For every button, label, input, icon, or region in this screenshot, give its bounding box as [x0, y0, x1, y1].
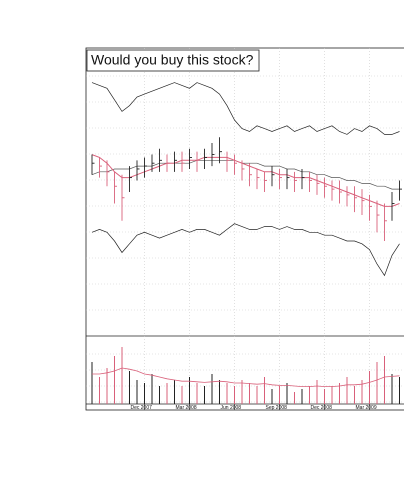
title-box [86, 49, 260, 72]
x-tick-label: Mar 2009 [356, 405, 377, 411]
chart-title: Would you buy this stock? [91, 52, 254, 68]
x-tick-label: Dec 2008 [311, 405, 333, 411]
x-tick-label: Sep 2008 [266, 405, 288, 411]
overlay-line [91, 223, 400, 277]
x-tick-label: Dec 2007 [131, 405, 153, 411]
volume-average [92, 367, 400, 387]
overlay-line [91, 154, 400, 207]
overlay-line [91, 82, 400, 135]
grid [86, 48, 404, 404]
x-tick-label: Mar 2008 [176, 405, 197, 411]
x-tick-label: Jun 2008 [221, 405, 242, 411]
chart-frame [85, 47, 404, 411]
overlay-line [91, 159, 400, 190]
